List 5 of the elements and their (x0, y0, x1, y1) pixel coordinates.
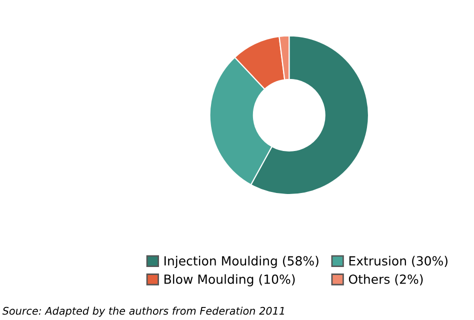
legend-label: Blow Moulding (10%) (164, 274, 295, 286)
source-note: Source: Adapted by the authors from Federation 2011 (2, 306, 284, 317)
legend-label: Others (2%) (348, 274, 423, 286)
legend-label: Injection Moulding (58%) (164, 256, 318, 268)
legend-label: Extrusion (30%) (349, 256, 448, 268)
